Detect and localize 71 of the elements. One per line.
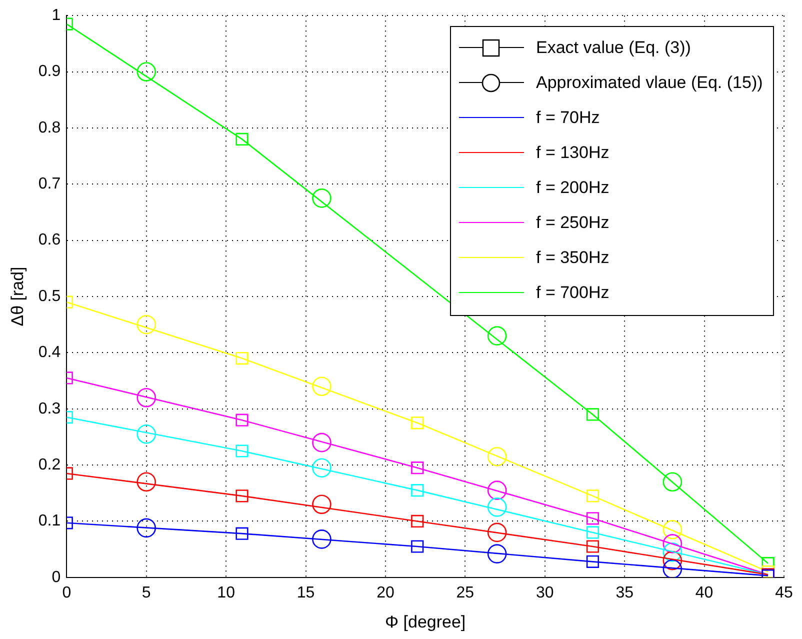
x-axis-title: Φ [degree] bbox=[384, 612, 466, 632]
legend-label: f = 250Hz bbox=[536, 213, 610, 234]
x-tick-label: 30 bbox=[536, 584, 554, 602]
point bbox=[662, 542, 682, 562]
y-tick-label: 0.5 bbox=[38, 288, 61, 305]
x-tick-label: 40 bbox=[695, 584, 714, 602]
point bbox=[411, 484, 424, 497]
point bbox=[136, 424, 156, 444]
point bbox=[586, 512, 600, 525]
point bbox=[312, 376, 332, 396]
x-tick-label: 10 bbox=[217, 584, 236, 602]
y-tick-label: 0.4 bbox=[38, 344, 61, 362]
x-tick-label: 35 bbox=[616, 584, 634, 602]
point bbox=[236, 527, 248, 540]
point bbox=[662, 559, 682, 578]
point bbox=[586, 526, 600, 539]
point bbox=[312, 530, 332, 549]
legend-label: f = 700Hz bbox=[536, 283, 610, 304]
point bbox=[136, 388, 156, 408]
x-tick-label: 5 bbox=[142, 584, 151, 602]
point bbox=[236, 132, 248, 146]
y-tick-label: 0.8 bbox=[38, 119, 61, 136]
x-tick-label: 15 bbox=[296, 584, 315, 602]
point bbox=[136, 518, 156, 538]
y-tick-label: 0.3 bbox=[38, 400, 61, 418]
point bbox=[487, 446, 507, 466]
point bbox=[586, 490, 600, 502]
y-tick-label: 1 bbox=[52, 7, 61, 24]
point bbox=[487, 522, 507, 542]
y-tick-label: 0.6 bbox=[38, 232, 61, 249]
point bbox=[312, 458, 332, 478]
legend-label: f = 200Hz bbox=[536, 178, 610, 198]
point bbox=[236, 414, 248, 426]
point bbox=[586, 408, 600, 421]
point bbox=[662, 472, 682, 492]
point bbox=[487, 326, 507, 346]
y-tick-label: 0.2 bbox=[38, 456, 61, 474]
point bbox=[586, 540, 600, 553]
point bbox=[136, 472, 156, 492]
point bbox=[136, 314, 156, 334]
point bbox=[236, 352, 248, 365]
point bbox=[487, 480, 507, 500]
x-tick-label: 45 bbox=[775, 584, 793, 602]
point bbox=[411, 416, 424, 430]
point bbox=[662, 534, 682, 554]
point bbox=[236, 444, 248, 458]
y-tick-label: 0 bbox=[52, 568, 61, 586]
point bbox=[411, 514, 424, 528]
y-tick-label: 0.7 bbox=[38, 176, 61, 193]
point bbox=[312, 432, 332, 452]
x-tick-label: 25 bbox=[456, 584, 474, 602]
point bbox=[662, 550, 682, 570]
point bbox=[411, 462, 424, 474]
point bbox=[411, 540, 424, 553]
point bbox=[312, 188, 332, 208]
point bbox=[662, 520, 682, 540]
y-tick-label: 0.9 bbox=[38, 63, 61, 80]
x-tick-label: 20 bbox=[376, 584, 394, 602]
legend-label: f = 70Hz bbox=[536, 108, 600, 128]
point bbox=[312, 494, 332, 514]
annotation: Approximated vlaue (Eq. (15)) bbox=[536, 73, 763, 94]
legend-label: f = 130Hz bbox=[536, 143, 610, 164]
point bbox=[136, 62, 156, 82]
point bbox=[487, 498, 507, 517]
annotation: Exact value (Eq. (3)) bbox=[536, 38, 691, 58]
y-axis-title: Δθ [rad] bbox=[8, 266, 27, 326]
y-tick-label: 0.1 bbox=[38, 512, 61, 530]
legend-label: f = 350Hz bbox=[536, 248, 610, 268]
point bbox=[236, 490, 248, 502]
point bbox=[586, 555, 600, 568]
point bbox=[487, 544, 507, 564]
